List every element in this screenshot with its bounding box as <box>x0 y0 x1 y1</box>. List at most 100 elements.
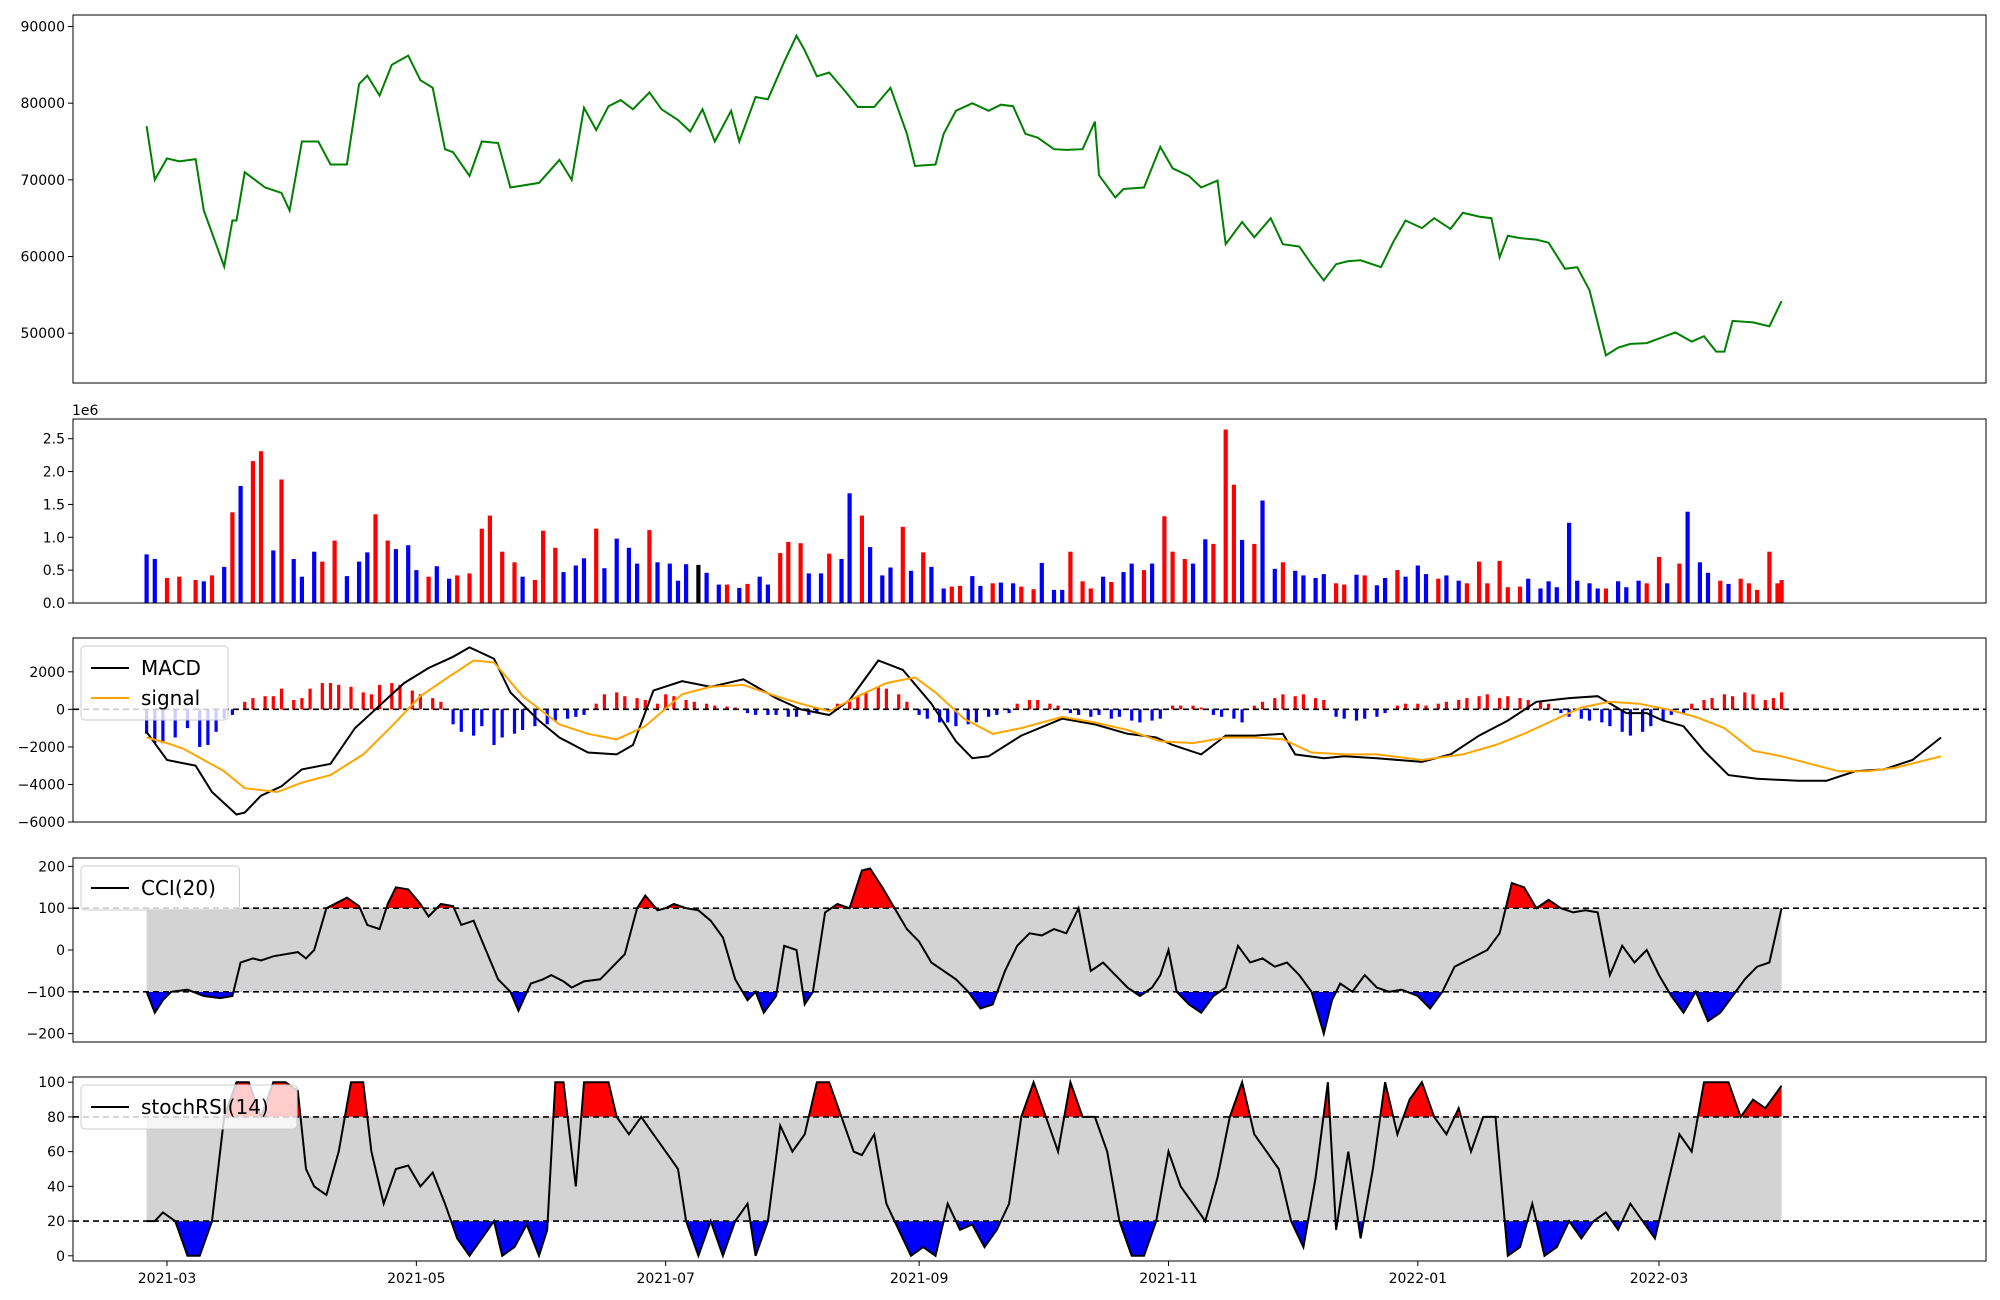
macd-histogram-bar <box>418 694 422 710</box>
volume-bar <box>561 572 566 603</box>
macd-histogram-bar <box>995 709 999 715</box>
volume-bar <box>1423 574 1429 603</box>
volume-bar <box>291 559 296 603</box>
macd-histogram-bar <box>1342 709 1346 719</box>
volume-bar <box>818 573 824 603</box>
volume-bar <box>1383 578 1388 603</box>
macd-histogram-bar <box>161 709 165 744</box>
macd-histogram-bar <box>566 709 570 719</box>
volume-bar <box>757 576 762 603</box>
volume-bar <box>1616 581 1621 603</box>
volume-bar <box>455 575 460 603</box>
y-tick-label: 2.5 <box>43 432 65 448</box>
stochrsi-neutral-band <box>146 1116 1782 1222</box>
macd-histogram-bar <box>230 709 234 715</box>
macd-histogram-bar <box>733 707 737 710</box>
volume-bar <box>222 566 227 603</box>
cci-line <box>145 867 1783 1038</box>
macd-histogram-bar <box>1416 703 1420 710</box>
macd-histogram-bar <box>410 690 414 710</box>
y-tick-label: −200 <box>27 1027 65 1043</box>
macd-histogram-bar <box>1661 709 1665 721</box>
volume-bar <box>990 583 995 603</box>
volume-bar <box>1182 559 1187 603</box>
macd-histogram-bar <box>745 709 750 714</box>
volume-bar <box>520 576 525 603</box>
macd-histogram-bar <box>954 709 958 727</box>
x-axis: 2021-03 2021-05 2021-07 2021-09 2021-11 2022-… <box>138 1261 1688 1287</box>
macd-histogram-bar <box>1138 709 1142 723</box>
volume-bar <box>1497 560 1502 603</box>
y-tick-label: 0 <box>56 1249 65 1265</box>
macd-histogram-bar <box>292 700 296 710</box>
volume-bar <box>1280 562 1285 603</box>
macd-histogram-bar <box>451 709 455 725</box>
volume-bar <box>1755 589 1760 603</box>
volume-bar <box>1779 580 1784 603</box>
macd-histogram-bar <box>884 688 888 710</box>
volume-bar <box>941 588 946 603</box>
macd-histogram-bar <box>1436 703 1440 710</box>
volume-bar <box>414 570 419 603</box>
volume-bar <box>1456 580 1461 603</box>
volume-bar <box>406 545 411 603</box>
volume-bar <box>704 572 709 603</box>
macd-histogram-bar <box>153 709 157 744</box>
x-tick-label: 2021-07 <box>636 1271 695 1287</box>
y-tick-label: 70000 <box>20 173 65 189</box>
volume-bar <box>1517 586 1523 603</box>
volume-bar <box>1526 578 1531 603</box>
macd-histogram-bar <box>1722 694 1726 710</box>
volume-bar <box>921 552 926 603</box>
macd-histogram-bar <box>684 700 688 710</box>
volume-bar <box>1477 561 1482 603</box>
macd-histogram-bar <box>480 709 484 727</box>
macd-histogram-bar <box>664 694 668 710</box>
volume-bar <box>859 515 864 603</box>
macd-histogram-bar <box>897 694 901 710</box>
y-tick-label: 1.5 <box>43 497 65 513</box>
macd-histogram-bar <box>1015 703 1019 710</box>
macd-histogram-bar <box>635 698 639 710</box>
macd-histogram-bar <box>263 696 267 710</box>
macd-histogram-bar <box>1097 709 1101 715</box>
macd-histogram-bar <box>786 709 790 717</box>
macd-histogram-bar <box>655 703 660 710</box>
stochrsi-line <box>146 1078 1783 1259</box>
macd-histogram-bar <box>1731 696 1735 710</box>
volume-bar <box>177 576 182 603</box>
volume-bar <box>357 561 362 603</box>
volume-bar <box>201 581 206 603</box>
y-tick-label: 100 <box>38 1075 65 1091</box>
macd-histogram-bar <box>1077 709 1081 715</box>
volume-bar <box>970 576 975 603</box>
volume-bar <box>250 461 255 603</box>
volume-bar <box>541 530 546 603</box>
y-tick-label: 20 <box>47 1214 65 1230</box>
volume-bar <box>1444 575 1449 603</box>
x-tick-label: 2022-03 <box>1630 1271 1689 1287</box>
volume-bar <box>279 479 284 603</box>
macd-histogram-bar <box>582 709 586 715</box>
volume-bar <box>1252 543 1257 603</box>
volume-bar <box>737 587 742 603</box>
macd-histogram-bar <box>925 709 929 719</box>
volume-bar <box>1109 582 1114 603</box>
y-tick-label: −2000 <box>18 740 65 756</box>
volume-bar <box>553 547 558 603</box>
volume-bar <box>1068 551 1073 603</box>
y-tick-label: 40 <box>47 1179 65 1195</box>
volume-bar <box>1575 580 1580 603</box>
legend-box <box>80 865 240 911</box>
macd-histogram-bar <box>431 698 435 710</box>
volume-bar <box>1162 516 1167 603</box>
volume-bar <box>1505 587 1510 603</box>
macd-histogram-bar <box>512 709 517 734</box>
volume-bar <box>164 578 170 603</box>
macd-histogram-bar <box>1465 698 1469 710</box>
macd-histogram-bar <box>1600 709 1604 723</box>
volume-bar <box>1141 570 1147 603</box>
volume-bar <box>1039 562 1044 603</box>
macd-histogram-bar <box>966 709 970 725</box>
volume-bar <box>1464 583 1469 603</box>
